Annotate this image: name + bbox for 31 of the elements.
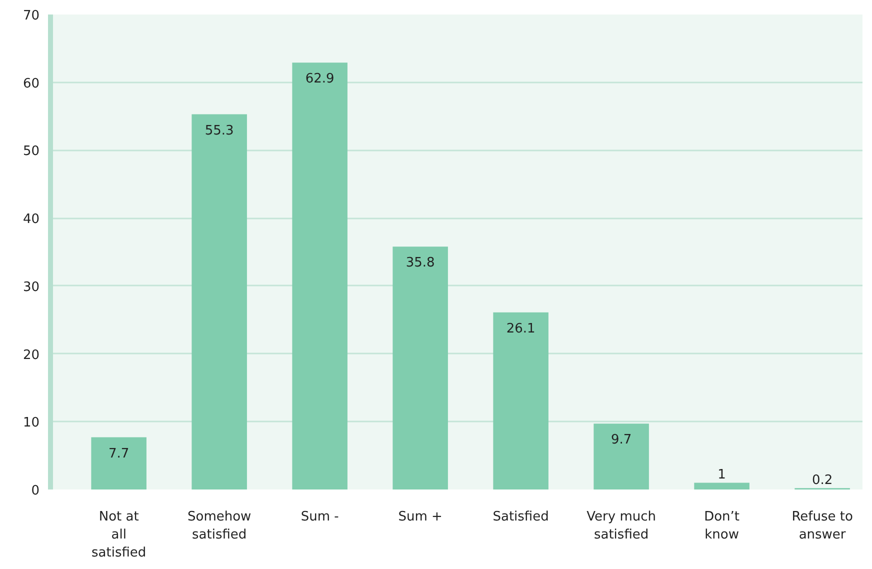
x-tick-label: Very much satisfied xyxy=(586,510,656,542)
x-tick-label: Refuse to answer xyxy=(792,510,853,542)
bar xyxy=(694,482,750,490)
data-label: 35.8 xyxy=(406,256,435,271)
data-label: 1 xyxy=(718,468,726,483)
x-tick-label: Don’t know xyxy=(704,510,740,542)
x-tick-label: Sum - xyxy=(300,510,340,524)
y-tick-label: 50 xyxy=(22,144,40,160)
data-label: 55.3 xyxy=(204,123,234,138)
y-tick-label: 30 xyxy=(22,280,40,295)
data-label: 26.1 xyxy=(506,321,536,336)
y-tick-label: 70 xyxy=(22,8,40,24)
x-tick-label: Somehow satisfied xyxy=(187,510,252,542)
bar xyxy=(292,62,348,490)
x-tick-label: Not at all satisfied xyxy=(92,510,146,560)
y-tick-label: 40 xyxy=(22,212,40,228)
x-tick-label: Satisfied xyxy=(492,510,549,524)
y-tick-label: 20 xyxy=(22,348,40,363)
y-tick-label: 10 xyxy=(22,416,40,431)
y-tick-label: 0 xyxy=(31,484,40,498)
bar xyxy=(594,424,649,490)
bar xyxy=(493,312,548,490)
data-label: 0.2 xyxy=(812,473,833,488)
data-label: 62.9 xyxy=(305,72,334,87)
y-tick-label: 60 xyxy=(22,76,40,92)
data-label: 9.7 xyxy=(610,432,632,448)
data-label: 7.7 xyxy=(108,446,130,462)
bar xyxy=(91,437,146,490)
bar xyxy=(392,246,448,490)
x-tick-label: Sum + xyxy=(398,510,442,524)
bar xyxy=(192,114,247,490)
